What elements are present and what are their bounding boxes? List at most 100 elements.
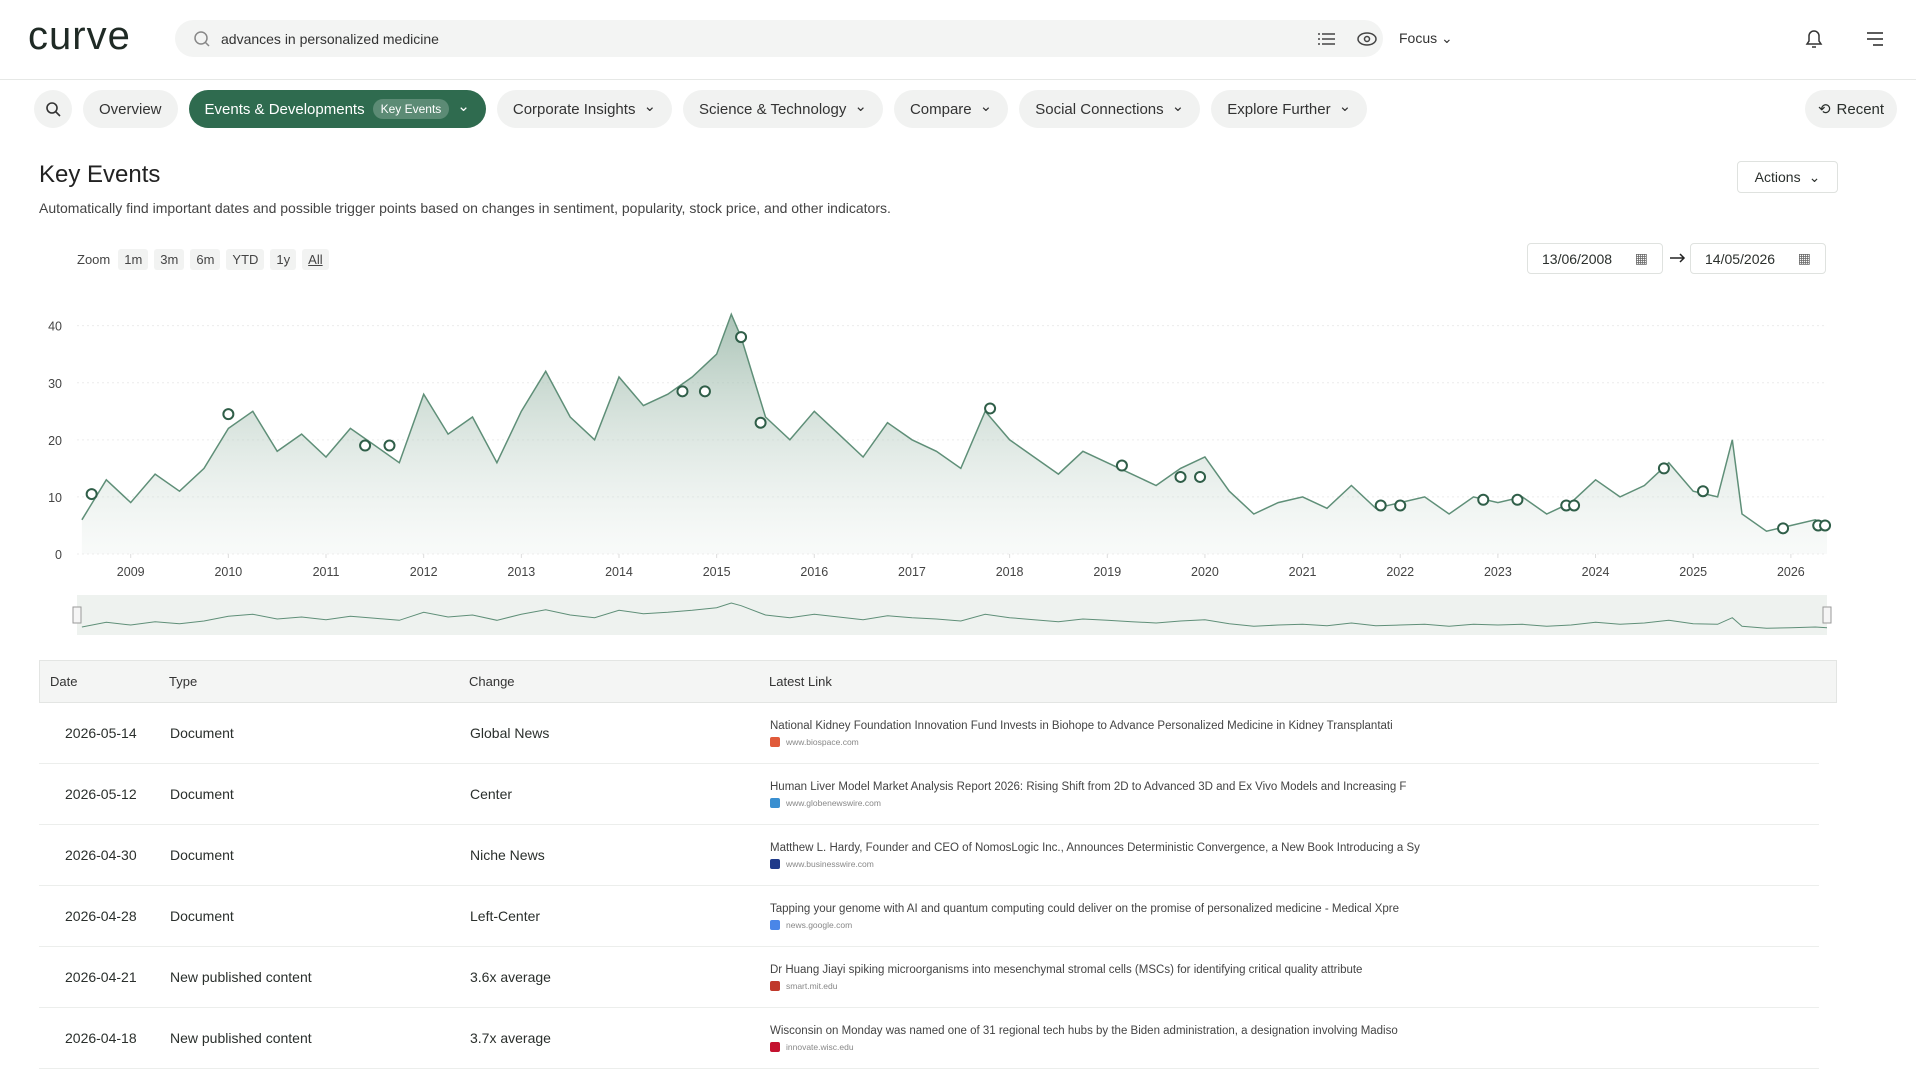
zoom-button[interactable]: YTD (226, 249, 265, 270)
column-header: Date (50, 674, 78, 689)
link-title[interactable]: Human Liver Model Market Analysis Report… (770, 780, 1407, 793)
tab[interactable]: Social Connections ⌄ (1019, 90, 1201, 128)
calendar-icon: ▦ (1797, 250, 1811, 266)
tab-search[interactable] (34, 90, 72, 128)
section-title: Key Events (39, 161, 161, 188)
zoom-button[interactable]: 1m (118, 249, 149, 270)
link-cell[interactable]: Tapping your genome with AI and quantum … (770, 886, 1399, 946)
column-header: Type (169, 674, 198, 689)
cell-text: Document (170, 847, 234, 863)
link-title[interactable]: National Kidney Foundation Innovation Fu… (770, 719, 1393, 732)
tab-label[interactable]: Science & Technology (699, 100, 847, 118)
x-tick-label: 2026 (1777, 565, 1805, 579)
event-marker (1657, 462, 1670, 475)
tab-label[interactable]: Corporate Insights (512, 100, 636, 118)
link-domain[interactable]: www.globenewswire.com (786, 797, 881, 808)
cell: 2026-04-28 (65, 886, 137, 946)
event-marker (1511, 493, 1524, 506)
link-cell[interactable]: Dr Huang Jiayi spiking microorganisms in… (770, 947, 1362, 1007)
focus-label[interactable]: Focus (1399, 30, 1438, 46)
search-query[interactable]: advances in personalized medicine (221, 31, 439, 47)
recent-button[interactable]: ⟲ Recent (1805, 90, 1897, 128)
event-marker (1174, 470, 1187, 483)
event-marker (1394, 499, 1407, 512)
x-tick-label: 2013 (507, 565, 535, 579)
cell-text: 2026-04-28 (65, 908, 137, 924)
navigator-handle (1822, 606, 1832, 624)
cell-text: 3.7x average (470, 1030, 551, 1046)
tab[interactable]: Science & Technology ⌄ (683, 90, 883, 128)
end-date[interactable]: 14/05/2026 ▦ (1690, 243, 1826, 274)
table-row[interactable]: 2026-04-28 Document Left-Center Tapping you… (39, 886, 1819, 947)
table-row[interactable]: 2026-05-14 Document Global News National Ki… (39, 703, 1819, 764)
tab-label[interactable]: Compare (909, 100, 972, 118)
actions-button[interactable]: Actions ⌄ (1737, 161, 1838, 193)
event-marker (222, 408, 235, 421)
zoom-button[interactable]: 6m (190, 249, 221, 270)
event-marker (1194, 470, 1207, 483)
cell: Left-Center (470, 886, 540, 946)
table-row[interactable]: 2026-04-18 New published content 3.7x aver… (39, 1008, 1819, 1069)
cell-text: 2026-04-30 (65, 847, 137, 863)
tab-label[interactable]: Overview (99, 100, 162, 118)
link-cell[interactable]: National Kidney Foundation Innovation Fu… (770, 703, 1393, 763)
tab[interactable]: Compare ⌄ (893, 90, 1009, 128)
tab[interactable]: Overview (83, 90, 178, 128)
cell-text: 3.6x average (470, 969, 551, 985)
cell: 2026-05-12 (65, 764, 137, 824)
y-tick-label: 40 (48, 320, 62, 334)
tab-label[interactable]: Explore Further (1227, 100, 1331, 118)
recent-label[interactable]: Recent (1836, 100, 1885, 118)
link-cell[interactable]: Human Liver Model Market Analysis Report… (770, 764, 1406, 824)
top-icons[interactable] (1803, 28, 1887, 50)
link-title[interactable]: Matthew L. Hardy, Founder and CEO of Nom… (770, 841, 1420, 854)
x-tick-label: 2011 (313, 565, 340, 579)
search-icon (194, 31, 210, 47)
logo[interactable]: curve (28, 14, 131, 58)
link-domain[interactable]: news.google.com (786, 919, 853, 930)
events-table: Date Type Change Latest Link 2026-05-14 Docu… (39, 660, 1837, 1069)
tab[interactable]: Events & Developments Key Events ⌄ (188, 90, 486, 128)
cell: New published content (170, 947, 312, 1007)
start-date-text[interactable]: 13/06/2008 (1542, 250, 1613, 267)
link-title[interactable]: Dr Huang Jiayi spiking microorganisms in… (770, 963, 1363, 976)
search-tools[interactable] (1318, 30, 1378, 48)
focus-menu[interactable]: Focus ⌄ (1399, 30, 1453, 46)
link-cell[interactable]: Wisconsin on Monday was named one of 31 … (770, 1008, 1398, 1068)
zoom-button[interactable]: All (302, 249, 329, 270)
zoom-button[interactable]: 1y (270, 249, 297, 270)
event-marker (359, 439, 372, 452)
area-fill (81, 314, 1827, 554)
table-row[interactable]: 2026-04-21 New published content 3.6x aver… (39, 947, 1819, 1008)
end-date-text[interactable]: 14/05/2026 (1705, 250, 1776, 267)
cell: 2026-05-14 (65, 703, 137, 763)
link-domain[interactable]: www.businesswire.com (786, 858, 874, 869)
tab-badge[interactable]: Key Events (372, 99, 450, 119)
table-row[interactable]: 2026-05-12 Document Center Human Liver Mode… (39, 764, 1819, 825)
link-cell[interactable]: Matthew L. Hardy, Founder and CEO of Nom… (770, 825, 1420, 885)
zoom-button[interactable]: 3m (154, 249, 185, 270)
search-bar[interactable]: advances in personalized medicine (175, 20, 1383, 57)
link-title[interactable]: Wisconsin on Monday was named one of 31 … (770, 1024, 1398, 1037)
x-tick-label: 2015 (703, 565, 731, 579)
tab[interactable]: Corporate Insights ⌄ (496, 90, 673, 128)
cell-text: Niche News (470, 847, 545, 863)
cell: Document (170, 825, 234, 885)
tab[interactable]: Explore Further ⌄ (1211, 90, 1368, 128)
chevron: ⌄ (1338, 98, 1352, 115)
link-domain[interactable]: innovate.wisc.edu (786, 1041, 854, 1052)
calendar-icon: ▦ (1634, 250, 1648, 266)
cell: 2026-04-18 (65, 1008, 137, 1068)
event-marker (1374, 499, 1387, 512)
link-domain[interactable]: smart.mit.edu (786, 980, 838, 991)
cell: Global News (470, 703, 549, 763)
cell: 2026-04-30 (65, 825, 137, 885)
tab-label[interactable]: Events & Developments (204, 100, 365, 118)
table-row[interactable]: 2026-04-30 Document Niche News Matthew L. H… (39, 825, 1819, 886)
start-date[interactable]: 13/06/2008 ▦ (1527, 243, 1663, 274)
actions-label[interactable]: Actions (1754, 169, 1801, 185)
cell-text: Document (170, 786, 234, 802)
tab-label[interactable]: Social Connections (1035, 100, 1164, 118)
link-title[interactable]: Tapping your genome with AI and quantum … (770, 902, 1400, 915)
link-domain[interactable]: www.biospace.com (786, 736, 859, 747)
